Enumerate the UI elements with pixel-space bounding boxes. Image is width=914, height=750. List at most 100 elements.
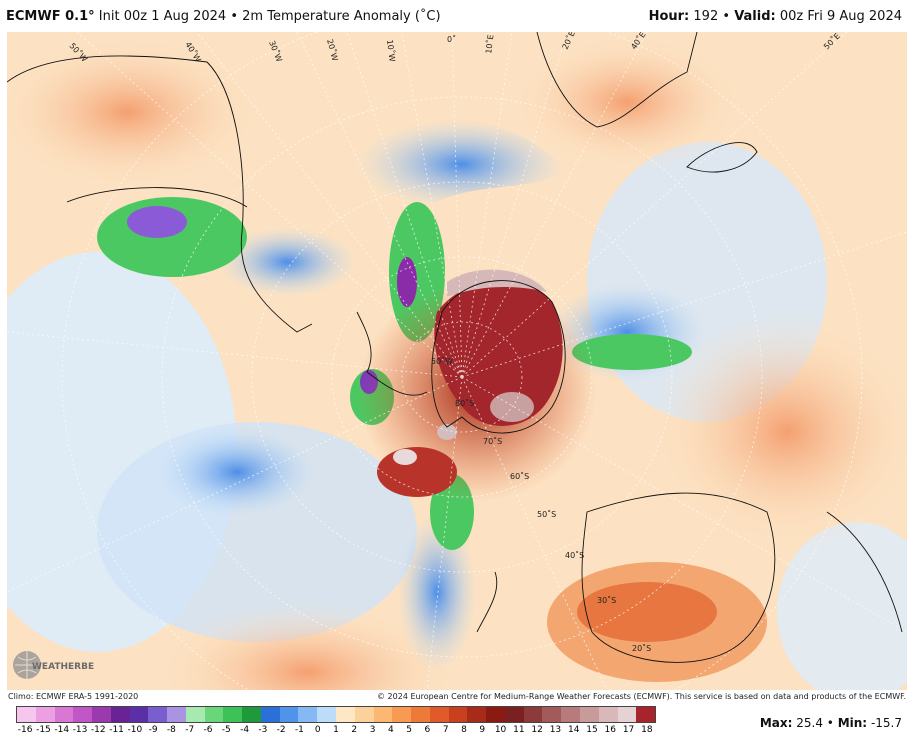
blue-swirl-northwest <box>217 227 357 297</box>
color-scale-box <box>392 707 412 722</box>
color-scale-box <box>411 707 430 722</box>
color-scale-label: -7 <box>185 725 195 735</box>
warm-region-east <box>647 312 907 552</box>
color-scale-box <box>298 707 318 722</box>
color-scale-label: -9 <box>148 725 158 735</box>
color-scale-label: 12 <box>531 725 543 735</box>
color-scale-box <box>617 707 637 722</box>
color-scale-box <box>523 707 543 722</box>
antarctic-peninsula <box>356 311 428 396</box>
coastlines <box>7 32 903 663</box>
max-label: Max: <box>759 716 793 730</box>
color-scale-label: 13 <box>549 725 562 735</box>
color-scale-label: -16 <box>17 725 33 735</box>
color-scale-label: 6 <box>424 725 431 735</box>
color-scale-label: 1 <box>333 725 339 735</box>
color-scale-label: -4 <box>240 725 250 735</box>
weatherbell-globe-logo-icon: WEATHERBELL <box>13 651 106 679</box>
lat-label-40s: 40˚S <box>565 550 584 560</box>
antarctica-pale-edge <box>447 269 547 297</box>
pale-patch-west <box>393 449 417 465</box>
color-scale-box <box>279 707 299 722</box>
hour-label: Hour: <box>648 8 690 24</box>
init-time: Init 00z 1 Aug 2024 <box>98 8 227 24</box>
field-name: 2m Temperature Anomaly (˚C) <box>242 8 441 24</box>
color-scale-labels: -16 -15 -14 -13 -12 -11 -10 -9 -8 -7 -6 -5 -4 -3 -2 -1 0… <box>16 725 656 739</box>
color-scale: -16 -15 -14 -13 -12 -11 -10 -9 -8 -7 -6 -5 -4 -3 -2 -1 0… <box>16 706 656 744</box>
climo-note: Climo: ECMWF ERA-5 1991-2020 <box>8 692 139 701</box>
min-label: Min: <box>837 716 868 730</box>
color-scale-box <box>504 707 524 722</box>
blue-swirl-south <box>397 512 477 672</box>
color-scale-label: -13 <box>72 725 88 735</box>
green-region-east-polar <box>572 334 692 370</box>
lat-label-70s: 70˚S <box>483 436 502 446</box>
color-scale-label: 5 <box>406 725 413 735</box>
color-scale-box <box>110 707 130 722</box>
anomaly-map: 50˚W 40˚W 30˚W 20˚W 10˚W 0˚ 10˚E 20˚E 40… <box>7 32 907 690</box>
color-scale-label: -12 <box>90 725 106 735</box>
color-scale-box <box>260 707 280 722</box>
color-scale-label: 10 <box>494 725 507 735</box>
color-scale-label: -8 <box>166 725 176 735</box>
color-scale-box <box>17 707 36 722</box>
valid-label: Valid: <box>734 8 776 24</box>
valid-value: 00z Fri 9 Aug 2024 <box>779 8 902 24</box>
color-scale-label: -3 <box>258 725 268 735</box>
color-scale-box <box>204 707 224 722</box>
lon-label-10e: 10˚E <box>483 34 495 54</box>
title-left: ECMWF 0.1° Init 00z 1 Aug 2024 • 2m Temp… <box>6 9 441 24</box>
footer-line: Climo: ECMWF ERA-5 1991-2020 © 2024 Euro… <box>0 690 914 704</box>
color-scale-box <box>636 707 656 722</box>
color-scale-label: -5 <box>221 725 231 735</box>
antarctica-hot-core <box>434 280 563 426</box>
copyright-note: © 2024 European Centre for Medium-Range … <box>377 692 906 701</box>
lat-label-50s: 50˚S <box>537 509 556 519</box>
color-scale-label: -6 <box>203 725 213 735</box>
color-scale-box <box>73 707 93 722</box>
graticule <box>7 32 907 690</box>
madagascar-coast <box>686 142 758 173</box>
weatherbell-logo: WEATHERBELL <box>12 648 106 682</box>
title-right: Hour: 192 • Valid: 00z Fri 9 Aug 2024 <box>649 9 902 24</box>
color-scale-box <box>167 707 186 722</box>
color-scale-box <box>429 707 449 722</box>
min-value: -15.7 <box>870 716 902 730</box>
africa-coast <box>536 32 698 128</box>
antarctica-coast <box>431 280 566 434</box>
separator: • <box>230 8 239 24</box>
lon-label-10w: 10˚W <box>385 39 398 62</box>
color-scale-label: 2 <box>351 725 358 735</box>
warm-region-south <box>147 602 467 690</box>
separator: • <box>722 8 731 24</box>
color-scale-label: 16 <box>604 725 617 735</box>
lat-label-80s: 80˚S <box>455 398 474 408</box>
color-scale-box <box>561 707 580 722</box>
lon-label-center-50w: 50˚W <box>431 356 453 366</box>
purple-core-south-america <box>127 206 187 238</box>
color-scale-box <box>148 707 168 722</box>
color-scale-box <box>242 707 261 722</box>
color-scale-label: 15 <box>586 725 598 735</box>
logo-text: WEATHERBELL <box>32 662 94 672</box>
color-scale-box <box>317 707 337 722</box>
color-scale-box <box>35 707 55 722</box>
purple-core-north-polar <box>397 257 417 307</box>
color-scale-label: -14 <box>54 725 70 735</box>
color-scale-boxes <box>16 706 656 723</box>
color-scale-box <box>54 707 74 722</box>
header-bar: ECMWF 0.1° Init 00z 1 Aug 2024 • 2m Temp… <box>0 0 914 32</box>
color-scale-box <box>354 707 374 722</box>
lon-label-0: 0˚ <box>447 34 456 44</box>
color-scale-label: 4 <box>387 725 394 735</box>
red-hot-spot <box>377 447 457 497</box>
color-scale-label: 0 <box>314 725 321 735</box>
color-scale-label: -1 <box>294 725 304 735</box>
color-scale-box <box>542 707 562 722</box>
lat-label-60s: 60˚S <box>510 471 529 481</box>
color-scale-label: 17 <box>622 725 635 735</box>
color-scale-label: -15 <box>36 725 51 735</box>
map-canvas: 50˚W 40˚W 30˚W 20˚W 10˚W 0˚ 10˚E 20˚E 40… <box>7 32 907 690</box>
color-scale-box <box>373 707 393 722</box>
color-scale-label: 8 <box>461 725 467 735</box>
